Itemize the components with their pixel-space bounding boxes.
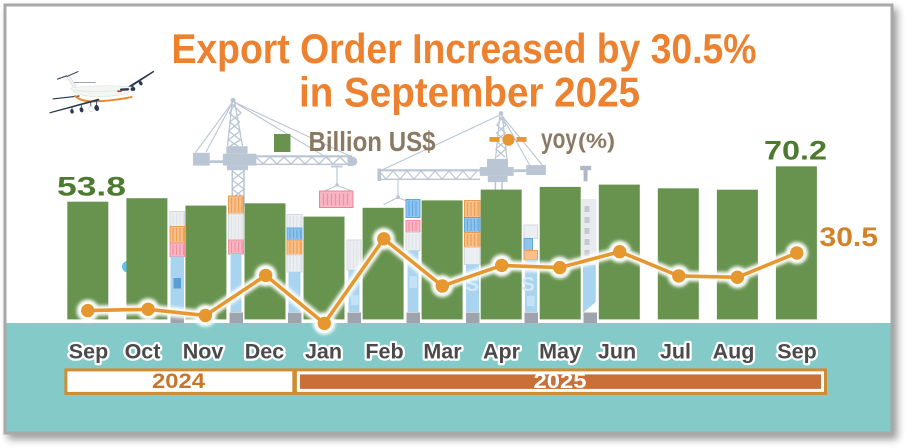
svg-text:May: May [539,340,581,364]
svg-text:Nov: Nov [183,340,224,364]
svg-text:2024: 2024 [152,369,205,393]
svg-text:Jan: Jan [305,340,342,364]
svg-text:Export Order Increased by 30.5: Export Order Increased by 30.5% [172,25,757,72]
svg-text:Jul: Jul [660,340,691,364]
svg-text:Aug: Aug [713,340,755,364]
svg-text:53.8: 53.8 [57,172,126,202]
svg-text:S: S [521,274,534,296]
svg-text:Dec: Dec [245,340,284,364]
svg-text:30.5: 30.5 [820,222,879,252]
svg-text:Apr: Apr [483,340,521,364]
svg-text:Jun: Jun [598,340,636,364]
svg-text:Mar: Mar [423,340,462,364]
svg-text:Sep: Sep [69,340,108,364]
svg-text:Feb: Feb [365,340,403,364]
svg-text:in September 2025: in September 2025 [299,69,640,116]
svg-text:(%): (%) [578,129,615,153]
svg-text:Sep: Sep [777,340,816,364]
svg-text:2025: 2025 [534,369,587,393]
svg-text:Billion US$: Billion US$ [309,126,436,157]
svg-text:70.2: 70.2 [764,136,827,166]
svg-text:yoy: yoy [541,123,577,154]
svg-text:Oct: Oct [125,340,161,364]
